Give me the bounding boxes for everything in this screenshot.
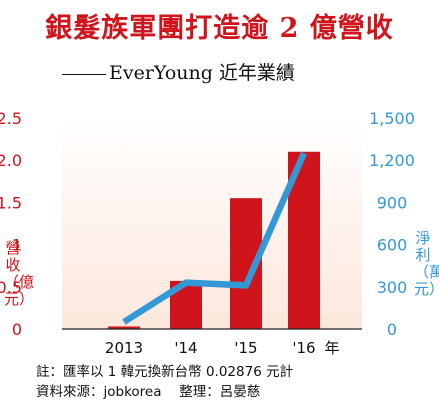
source-note: 資料來源：jobkorea 整理：呂晏慈 [36,384,261,400]
right-tick-label: 1,500 [369,109,415,128]
left-axis-ticks: 0 0.5 1 1.5 2.0 2.5 [0,109,22,339]
left-tick-label: 0.5 [0,278,22,297]
left-axis-label: 營收（億元） [4,239,35,308]
left-tick-label: 0 [12,320,22,339]
footnote: 註：匯率以 1 韓元換新台幣 0.02876 元計 資料來源：jobkorea … [36,362,293,402]
right-tick-label: 900 [377,193,408,212]
right-axis-label: 淨利（萬元） [414,229,439,298]
subtitle-dash [62,73,106,75]
chart-subtitle: EverYoung 近年業績 [62,58,295,85]
right-axis-ticks: 0 300 600 900 1,200 1,500 [369,109,415,339]
x-tick-label: 2013 [105,339,143,357]
left-tick-label: 1 [12,236,22,255]
right-tick-label: 300 [377,278,408,297]
x-tick-label: '14 [174,339,197,357]
chart-title: 銀髮族軍團打造逾 2 億營收 [45,13,394,44]
bar-0 [108,326,140,329]
x-tick-label: '16 [292,339,315,357]
left-tick-label: 2.0 [0,151,22,170]
chart-subtitle-text: EverYoung 近年業績 [109,62,295,84]
right-tick-label: 600 [377,236,408,255]
right-tick-label: 1,200 [369,151,415,170]
left-tick-label: 1.5 [0,193,22,212]
x-tick-label: '15 [234,339,257,357]
x-axis-ticks: 2013 '14 '15 '16 年 [105,339,340,357]
right-tick-label: 0 [387,320,397,339]
exchange-rate-note: 註：匯率以 1 韓元換新台幣 0.02876 元計 [36,364,294,380]
profit-line [122,151,307,325]
left-tick-label: 2.5 [0,109,22,128]
x-unit-label: 年 [324,339,339,357]
